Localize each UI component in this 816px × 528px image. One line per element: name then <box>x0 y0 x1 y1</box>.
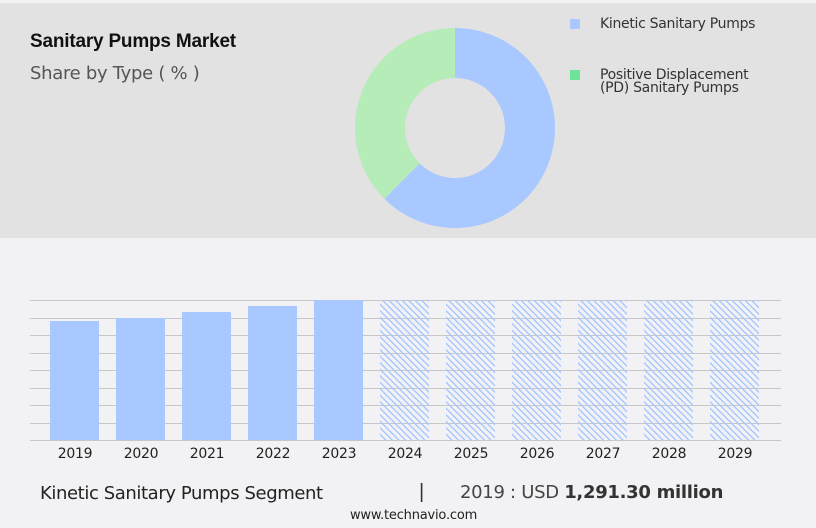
x-axis-label: 2025 <box>453 446 489 462</box>
legend-label-pd-line2: (PD) Sanitary Pumps <box>600 80 739 96</box>
bar-2025[interactable] <box>446 300 495 440</box>
bar-2023[interactable] <box>314 300 363 440</box>
x-axis-label: 2029 <box>717 446 753 462</box>
gridline <box>30 440 781 441</box>
x-axis-label: 2026 <box>519 446 555 462</box>
bar-2026[interactable] <box>512 300 561 440</box>
x-axis-label: 2021 <box>189 446 225 462</box>
x-axis-label: 2027 <box>585 446 621 462</box>
segment-value-prefix: 2019 : USD <box>460 482 565 503</box>
x-axis-label: 2022 <box>255 446 291 462</box>
x-axis-label: 2019 <box>57 446 93 462</box>
bar-2019[interactable] <box>50 321 99 440</box>
website-link[interactable]: www.technavio.com <box>350 508 478 523</box>
legend-label-pd-line1: Positive Displacement <box>600 67 749 83</box>
segment-value-amount: 1,291.30 million <box>564 482 724 503</box>
legend-label-kinetic: Kinetic Sanitary Pumps <box>600 16 756 32</box>
donut-chart <box>355 28 555 228</box>
bar-chart: 2019 2020 2021 2022 2023 2024 2025 2026 2027 2028… <box>30 290 782 470</box>
bar-2022[interactable] <box>248 306 297 440</box>
bar-2027[interactable] <box>578 300 627 440</box>
x-axis-label: 2020 <box>123 446 159 462</box>
x-axis-label: 2028 <box>651 446 687 462</box>
segment-label: Kinetic Sanitary Pumps Segment <box>40 483 323 504</box>
bar-2028[interactable] <box>644 300 693 440</box>
donut-slice-pd[interactable] <box>355 28 455 199</box>
legend-swatch-pd <box>570 70 580 80</box>
x-axis-label: 2024 <box>387 446 423 462</box>
chart-title: Sanitary Pumps Market <box>30 31 236 52</box>
legend-swatch-kinetic <box>570 19 580 29</box>
segment-value: 2019 : USD 1,291.30 million <box>460 482 723 503</box>
donut-slice-kinetic[interactable] <box>384 28 555 228</box>
bar-2021[interactable] <box>182 312 231 440</box>
chart-subtitle: Share by Type ( % ) <box>30 63 200 84</box>
bar-2024[interactable] <box>380 300 429 440</box>
footer-separator: | <box>419 481 425 503</box>
bar-2029[interactable] <box>710 300 759 440</box>
x-axis-label: 2023 <box>321 446 357 462</box>
bar-2020[interactable] <box>116 318 165 440</box>
